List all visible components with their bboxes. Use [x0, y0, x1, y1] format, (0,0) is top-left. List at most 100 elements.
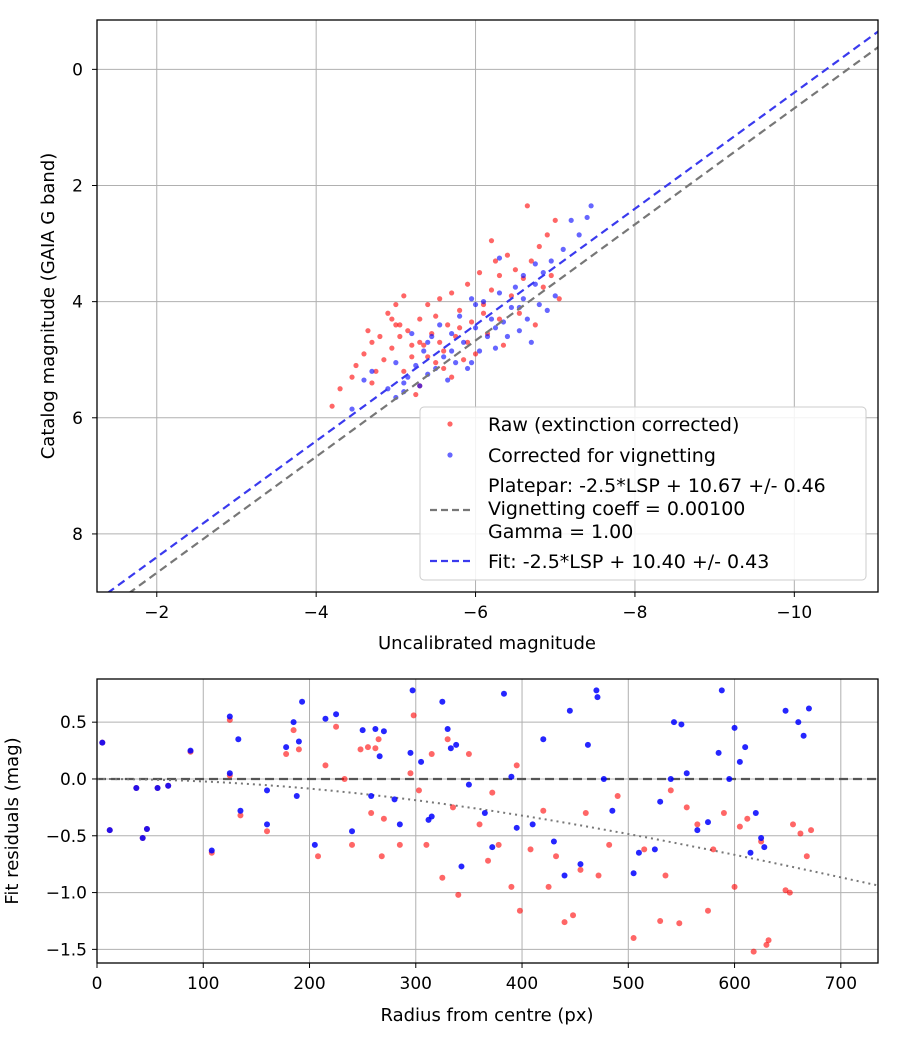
platepar-line: [128, 46, 878, 592]
raw-residual-point: [577, 866, 584, 873]
corrected-point: [441, 354, 447, 360]
raw-residual-point: [428, 750, 435, 757]
raw-point: [516, 310, 522, 316]
corrected-residual-point: [208, 847, 215, 854]
raw-point: [552, 217, 558, 223]
raw-residual-point: [763, 941, 770, 948]
raw-residual-point: [489, 789, 496, 796]
raw-point: [472, 351, 479, 357]
raw-residual-point: [485, 857, 492, 864]
corrected-residual-point: [593, 687, 600, 694]
lower-x-tick-label: 200: [293, 974, 325, 994]
raw-point: [393, 322, 399, 328]
raw-point: [457, 307, 463, 313]
raw-point: [524, 203, 530, 209]
upper-x-tick-label: −2: [144, 603, 169, 623]
raw-point: [441, 365, 447, 372]
corrected-point: [449, 348, 455, 354]
lower-y-tick-label: 0.5: [60, 713, 87, 733]
raw-point: [421, 342, 427, 348]
legend: Raw (extinction corrected) Corrected for…: [419, 406, 867, 581]
raw-residual-point: [582, 810, 589, 817]
corrected-residual-point: [742, 744, 749, 751]
corrected-residual-point: [409, 687, 416, 694]
raw-point: [373, 368, 379, 374]
raw-point: [536, 243, 542, 250]
raw-point: [425, 354, 431, 360]
corrected-point: [552, 293, 558, 299]
corrected-residual-point: [678, 721, 685, 728]
corrected-residual-point: [670, 719, 677, 726]
corrected-residual-point: [299, 698, 306, 705]
raw-residual-point: [731, 883, 738, 890]
raw-residual-point: [630, 935, 637, 942]
raw-point: [377, 333, 383, 340]
corrected-residual-point: [752, 810, 759, 817]
raw-point: [548, 272, 554, 279]
corrected-point: [516, 328, 522, 334]
corrected-point: [453, 360, 459, 366]
raw-point: [496, 272, 503, 279]
corrected-point: [548, 258, 554, 264]
lower-x-tick-label: 300: [400, 974, 432, 994]
corrected-point: [520, 296, 526, 302]
upper-axes-frame: [96, 19, 879, 593]
corrected-point: [588, 203, 594, 209]
raw-point: [401, 293, 407, 299]
corrected-residual-point: [718, 687, 725, 694]
legend-platepar-label-line: Platepar: -2.5*LSP + 10.67 +/- 0.46: [488, 475, 826, 497]
corrected-point: [528, 339, 534, 345]
raw-residual-point: [341, 775, 348, 782]
raw-residual-point: [407, 770, 414, 777]
corrected-point: [540, 270, 546, 276]
raw-residual-point: [415, 787, 422, 794]
corrected-point: [468, 296, 475, 302]
corrected-point: [496, 290, 503, 296]
raw-point: [468, 319, 475, 325]
upper-plot-area: [107, 30, 878, 592]
raw-point: [433, 313, 439, 319]
raw-point: [449, 374, 455, 380]
lower-y-tick-label: −1.5: [46, 940, 87, 960]
raw-point: [397, 333, 403, 340]
corrected-residual-point: [782, 707, 789, 714]
corrected-residual-point: [235, 736, 242, 743]
corrected-point: [504, 333, 511, 340]
corrected-residual-point: [349, 828, 356, 835]
corrected-point: [560, 246, 566, 252]
corrected-residual-point: [133, 785, 140, 792]
upper-ticks: −2 −4 −6 −8 −10 0 2 4 6 8: [72, 60, 812, 623]
raw-point: [349, 374, 355, 380]
corrected-residual-point: [481, 810, 488, 817]
vignetting-curve: [97, 778, 878, 887]
corrected-residual-point: [594, 694, 601, 701]
raw-point: [544, 232, 550, 238]
corrected-point: [445, 377, 451, 383]
lower-ticks: 0 100 200 300 400 500 600 700 0.5 0.0 −0.5 −1.0 −1.5: [46, 713, 857, 994]
raw-residual-point: [364, 744, 371, 751]
raw-point: [381, 357, 387, 363]
raw-residual-point: [527, 846, 534, 853]
raw-point: [437, 296, 443, 302]
raw-residual-point: [368, 810, 375, 817]
raw-residual-point: [423, 841, 430, 848]
corrected-point: [409, 330, 415, 337]
corrected-point: [488, 316, 495, 322]
upper-y-tick-label: 4: [72, 293, 83, 313]
raw-residual-point: [808, 827, 815, 834]
raw-point: [433, 360, 439, 366]
raw-residual-point: [710, 846, 717, 853]
raw-residual-point: [264, 828, 271, 835]
corrected-residual-point: [106, 827, 113, 834]
corrected-residual-point: [226, 770, 233, 777]
corrected-residual-point: [372, 725, 379, 732]
corrected-residual-point: [550, 838, 557, 845]
corrected-residual-point: [333, 711, 340, 718]
raw-point: [500, 342, 507, 348]
lower-x-tick-label: 500: [612, 974, 644, 994]
raw-residual-point: [803, 853, 810, 860]
upper-y-tick-label: 6: [72, 409, 83, 429]
raw-residual-point: [372, 745, 379, 752]
corrected-residual-point: [577, 861, 584, 868]
corrected-residual-point: [368, 793, 375, 800]
